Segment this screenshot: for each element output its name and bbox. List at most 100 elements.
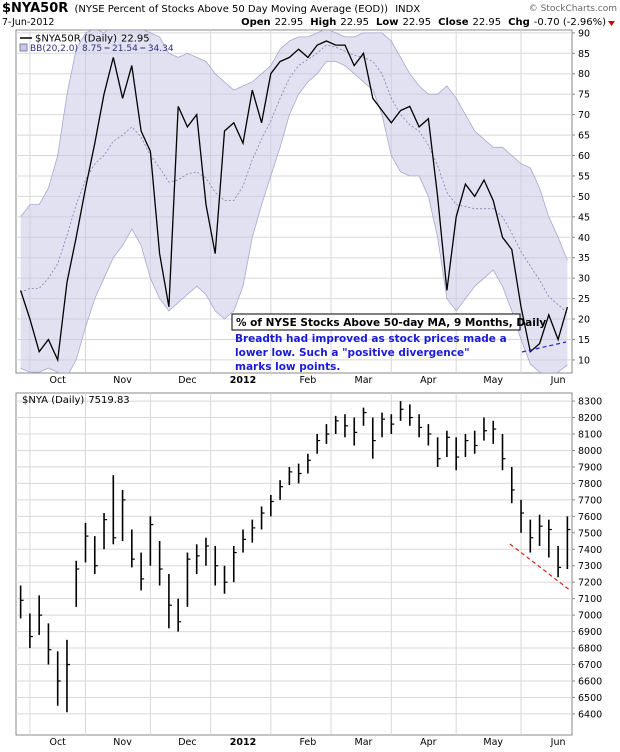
quote-label: Low [376, 17, 398, 28]
y-tick-label: 8200 [578, 413, 602, 424]
bollinger-middle [20, 44, 568, 314]
bollinger-band [20, 30, 568, 373]
plot-clip [19, 30, 569, 373]
y-tick-label: 90 [578, 28, 590, 39]
y-tick-label: 6700 [578, 660, 602, 671]
y-tick-label: 6900 [578, 627, 602, 638]
legend-name: $NYA50R (Daily) [35, 34, 117, 45]
y-tick-label: 45 [578, 212, 590, 223]
x-tick-label: Feb [299, 375, 316, 386]
y-tick-label: 55 [578, 171, 590, 182]
y-tick-label: 6800 [578, 644, 602, 655]
y-tick-label: 8000 [578, 446, 602, 457]
y-tick-label: 7700 [578, 495, 602, 506]
x-tick-label: 2012 [230, 375, 256, 386]
x-tick-label: Dec [178, 375, 196, 386]
panel-bottom: 6400 6500 6600 6700 6800 6900 7000 7100 7200 7300… [16, 393, 602, 748]
y-tick-label: 65 [578, 131, 590, 142]
quote-label: Open [241, 17, 271, 28]
quote: Open 22.95 High 22.95 Low 22.95 Close 22.95 Chg -… [241, 17, 606, 28]
y-tick-label: 60 [578, 151, 590, 162]
quote-label: Chg [508, 17, 530, 28]
y-tick-label: 20 [578, 315, 590, 326]
legend-entry: $NYA50R (Daily) 22.95 [35, 34, 150, 45]
x-tick-label: Jun [550, 737, 566, 748]
y-tick-label: 7500 [578, 528, 602, 539]
y-tick-label: 7200 [578, 578, 602, 589]
legend-swatch [19, 43, 28, 52]
x-tick-label: Oct [49, 737, 66, 748]
quote-value: -0.70 (-2.96%) [534, 17, 606, 28]
x-tick-label: Mar [355, 737, 373, 748]
y-tick-label: 8300 [578, 397, 602, 408]
legend-name: $NYA (Daily) [22, 395, 84, 406]
y-tick-label: 50 [578, 192, 590, 203]
legend-entry: BB(20,2.0) 8.75 21.54 34.34 [30, 44, 174, 54]
line [19, 40, 569, 363]
x-tick-label: Nov [113, 375, 132, 386]
y-tick-label: 6400 [578, 709, 602, 720]
date: 7-Jun-2012 [2, 17, 54, 28]
title: $NYA50R [2, 1, 68, 16]
x-tick-label: Oct [49, 375, 66, 386]
legend-value: 22.95 [121, 34, 150, 45]
legend-entry: $NYA (Daily) 7519.83 [22, 395, 130, 406]
y-tick-label: 7400 [578, 545, 602, 556]
quote-value: 22.95 [340, 17, 369, 28]
y-tick-label: 40 [578, 233, 590, 244]
legend-value: 34.34 [148, 44, 174, 54]
annotation-title: % of NYSE Stocks Above 50-day MA, 9 Mont… [236, 317, 546, 329]
y-tick-label: 7100 [578, 594, 602, 605]
x-tick-label: May [483, 737, 503, 748]
quote-label: High [310, 17, 336, 28]
x-tick-label: Apr [420, 375, 437, 386]
x-tick-label: Feb [299, 737, 316, 748]
y-tick-label: 15 [578, 335, 590, 346]
quote-value: 22.95 [402, 17, 431, 28]
x-tick-label: Apr [420, 737, 437, 748]
header: $NYA50R (NYSE Percent of Stocks Above 50… [2, 1, 420, 16]
y-tick-label: 8100 [578, 430, 602, 441]
panel-top: 10 15 20 25 30 35 40 45 50 55 60 65 70 75 80 85 90 Oct Nov… [16, 28, 590, 386]
y-tick-label: 30 [578, 274, 590, 285]
copyright: © StockCharts.com [529, 4, 617, 14]
x-tick-label: Mar [355, 375, 373, 386]
y-tick-label: 6500 [578, 693, 602, 704]
x-tick-label: May [483, 375, 503, 386]
y-tick-label: 7000 [578, 611, 602, 622]
x-tick-label: Nov [113, 737, 132, 748]
y-tick-label: 7600 [578, 512, 602, 523]
quote-value: 22.95 [473, 17, 502, 28]
y-tick-label: 80 [578, 69, 590, 80]
legend-value: 7519.83 [88, 395, 129, 406]
y-tick-label: 75 [578, 90, 590, 101]
quote-value: 22.95 [275, 17, 304, 28]
y-tick-label: 35 [578, 253, 590, 264]
y-tick-label: 85 [578, 49, 590, 60]
exchange: INDX [395, 4, 420, 15]
subtitle: (NYSE Percent of Stocks Above 50 Day Mov… [74, 4, 388, 15]
y-tick-label: 70 [578, 110, 590, 121]
annotation-box [231, 313, 521, 331]
down-arrow [608, 21, 615, 26]
plot-clip [19, 401, 571, 713]
bollinger-upper [20, 30, 568, 261]
bollinger-lower [20, 61, 568, 373]
x-tick-label: Dec [178, 737, 196, 748]
annotation-note: lower low. Such a "positive divergence" [235, 347, 470, 359]
legend-value: 8.75 [82, 44, 102, 54]
trend-line [509, 543, 572, 592]
quote-label: Close [438, 17, 469, 28]
legend-value: 21.54 [112, 44, 138, 54]
annotation-note: marks low points. [235, 361, 340, 373]
legend-name: BB(20,2.0) [30, 44, 78, 54]
trend-line [521, 341, 567, 353]
y-tick-label: 7900 [578, 462, 602, 473]
y-tick-label: 10 [578, 355, 590, 366]
y-tick-label: 25 [578, 294, 590, 305]
y-tick-label: 7800 [578, 479, 602, 490]
annotation-note: Breadth had improved as stock prices mad… [235, 333, 507, 345]
plot-area-bottom [15, 392, 573, 736]
y-tick-label: 6600 [578, 676, 602, 687]
